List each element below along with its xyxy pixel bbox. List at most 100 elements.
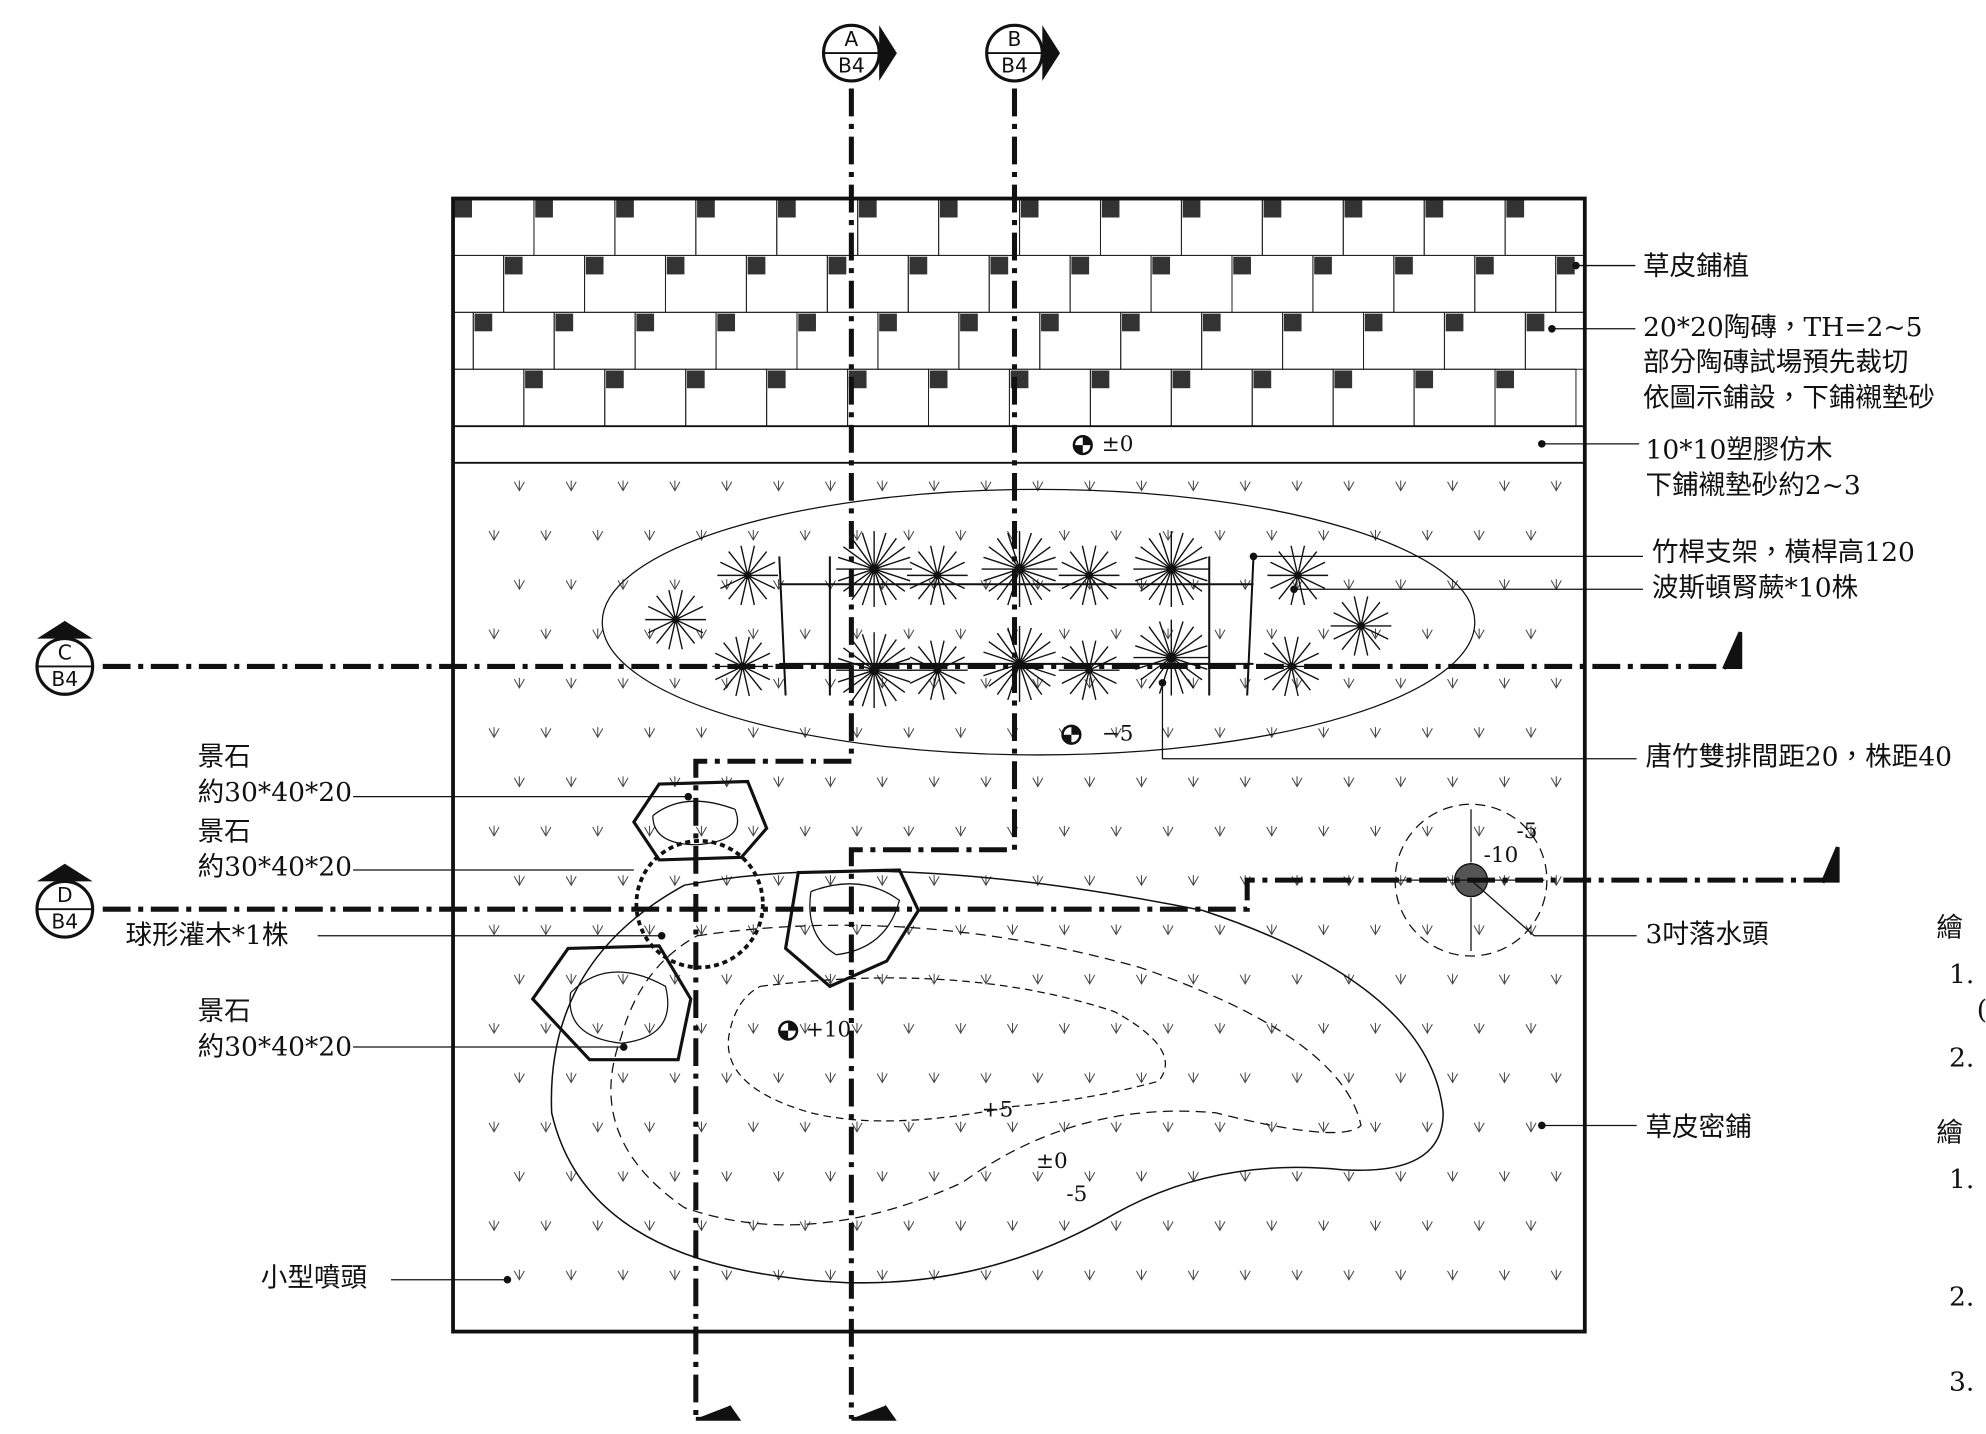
fern: [1330, 596, 1392, 656]
grass-mark: [1473, 628, 1485, 640]
grass-mark: [1369, 1121, 1381, 1133]
grass-mark: [1136, 1170, 1148, 1183]
grass-mark: [1318, 529, 1330, 541]
grass-mark: [1343, 1170, 1355, 1183]
grass-mark: [1136, 480, 1148, 492]
grass-mark: [773, 1072, 785, 1084]
grass-mark: [1214, 1220, 1226, 1232]
grass-mark: [747, 628, 759, 640]
grass-mark: [1473, 825, 1485, 837]
grass-mark: [773, 677, 785, 689]
grass-mark: [592, 1220, 604, 1232]
elevation-fill: [779, 1021, 797, 1040]
grass-mark: [1239, 973, 1251, 985]
grass-mark: [644, 727, 656, 739]
grass-mark: [540, 628, 552, 640]
grass-mark: [1007, 924, 1019, 936]
grass-mark: [1058, 924, 1070, 936]
tile-accent: [717, 313, 736, 332]
marker-sheet: B4: [51, 667, 78, 691]
grass-mark: [644, 529, 656, 541]
grass-mark: [669, 480, 681, 492]
grass-mark: [851, 1121, 863, 1133]
section-marker: B B4: [985, 23, 1061, 83]
grass-mark: [565, 480, 577, 492]
grass-mark: [1498, 579, 1510, 591]
callout-text: 10*10塑膠仿木: [1646, 434, 1833, 465]
tile-accent: [686, 370, 705, 389]
grass-mark: [851, 1023, 863, 1035]
tile-accent: [535, 199, 553, 218]
grass-mark: [876, 677, 888, 689]
grass-mark: [540, 1121, 552, 1133]
tile: [452, 311, 474, 370]
tile-accent: [1091, 370, 1110, 389]
grass-mark: [644, 1121, 656, 1133]
grass-mark: [1343, 1269, 1355, 1281]
marker-arrow: [37, 620, 93, 639]
grass-mark: [747, 727, 759, 739]
grass-mark: [1162, 1220, 1174, 1232]
grass-mark: [1318, 825, 1330, 837]
grass-mark: [695, 825, 707, 837]
tile-accent: [666, 256, 685, 275]
tile-accent: [778, 199, 796, 218]
stone-contour: [569, 971, 669, 1044]
grass-mark: [592, 1023, 604, 1035]
grass-mark: [1473, 924, 1485, 936]
grass-mark: [1266, 727, 1278, 739]
tile-accent: [990, 256, 1009, 275]
grass-mark: [1214, 924, 1226, 936]
grass-mark: [488, 529, 500, 541]
grass-mark: [540, 727, 552, 739]
grass-mark: [695, 628, 707, 640]
tile-accent: [747, 256, 766, 275]
grass-mark: [1550, 677, 1562, 689]
grass-mark: [721, 973, 733, 985]
fern: [907, 640, 968, 700]
grass-mark: [1318, 628, 1330, 640]
grass-mark: [1032, 1269, 1044, 1281]
leader-dot: [1158, 679, 1167, 687]
grass-mark: [876, 973, 888, 985]
grass-mark: [1291, 973, 1303, 985]
grass-mark: [488, 628, 500, 640]
note-text: 3.: [1949, 1366, 1974, 1397]
grass-mark: [669, 1072, 681, 1084]
grass-mark: [513, 1072, 525, 1084]
grass-mark: [773, 776, 785, 788]
grass-mark: [747, 1121, 759, 1133]
grass-mark: [1266, 924, 1278, 936]
grass-mark: [1525, 1121, 1537, 1133]
grass-mark: [1447, 973, 1459, 985]
grass-mark: [1525, 727, 1537, 739]
stone: [631, 779, 769, 862]
grass-mark: [565, 579, 577, 591]
grass-mark: [1032, 1170, 1044, 1183]
grass-mark: [592, 924, 604, 936]
callout-text: 3吋落水頭: [1646, 919, 1769, 950]
grass-mark: [1084, 1269, 1096, 1281]
tile-accent: [606, 370, 624, 389]
grass-mark: [955, 1121, 967, 1133]
callout-text: 約30*40*20: [198, 852, 352, 883]
grass-mark: [1473, 1023, 1485, 1035]
fern-center: [1085, 571, 1093, 580]
leader-dot: [503, 1275, 512, 1284]
tile-accent: [939, 199, 958, 218]
grass-mark: [928, 973, 940, 985]
fern-center: [743, 571, 752, 580]
grass-mark: [1395, 579, 1407, 591]
grass-mark: [1291, 1269, 1303, 1281]
section-marker: C B4: [35, 620, 95, 696]
grass-mark: [1214, 1023, 1226, 1035]
grass-mark: [644, 924, 656, 936]
plant-bed: [601, 488, 1476, 756]
grass-mark: [669, 875, 681, 887]
callout-text: 景石: [198, 816, 251, 847]
marker-arrow: [879, 25, 897, 81]
grass-mark: [721, 1072, 733, 1084]
grass-mark: [1343, 1072, 1355, 1084]
grass-mark: [1214, 1121, 1226, 1133]
tile-accent: [616, 199, 634, 218]
